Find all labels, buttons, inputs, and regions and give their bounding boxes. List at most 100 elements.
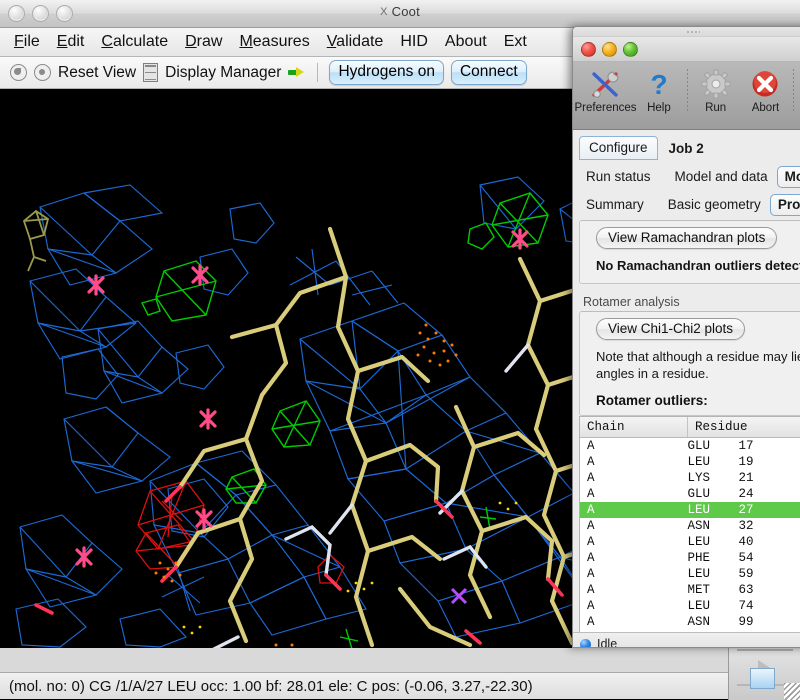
view-ramachandran-plots-button[interactable]: View Ramachandran plots — [596, 227, 777, 249]
cell-residue: MET 63 — [688, 582, 800, 598]
menu-draw[interactable]: Draw — [185, 33, 222, 51]
menu-about[interactable]: About — [445, 33, 487, 51]
view-chi1-chi2-plots-button[interactable]: View Chi1-Chi2 plots — [596, 318, 745, 340]
residue-name: GLU — [688, 487, 715, 501]
cell-chain: A — [580, 470, 688, 486]
cell-chain: A — [580, 550, 688, 566]
tab-model-and-data[interactable]: Model and data — [668, 166, 775, 188]
tab-molprobity[interactable]: MolProbit — [777, 166, 800, 188]
cell-chain: A — [580, 438, 688, 455]
residue-name: ASN — [688, 615, 715, 629]
menu-calculate[interactable]: Calculate — [101, 33, 168, 51]
abort-label: Abort — [752, 102, 780, 114]
residue-name: LEU — [688, 567, 715, 581]
display-manager-button[interactable]: Display Manager — [165, 64, 281, 82]
residue-number: 59 — [728, 567, 754, 581]
close-icon[interactable] — [581, 42, 596, 57]
status-indicator-icon — [580, 639, 591, 649]
gear-icon — [701, 67, 731, 101]
resize-grip-icon[interactable] — [784, 683, 800, 700]
residue-number: 74 — [728, 599, 754, 613]
residue-name: LEU — [688, 455, 715, 469]
menu-file[interactable]: File — [14, 33, 40, 51]
reset-view-back-icon[interactable] — [10, 64, 27, 81]
table-header-row: Chain Residue — [580, 417, 800, 438]
residue-name: LYS — [688, 471, 715, 485]
preferences-button[interactable]: Preferences — [577, 67, 634, 114]
cell-chain: A — [580, 566, 688, 582]
blue-swatch-button[interactable] — [750, 668, 775, 689]
tab-basic-geometry[interactable]: Basic geometry — [661, 194, 768, 216]
menu-edit[interactable]: Edit — [57, 33, 85, 51]
display-manager-icon[interactable] — [143, 63, 158, 82]
toolbar-separator — [317, 63, 318, 82]
molprobity-window-grip[interactable] — [573, 27, 800, 37]
tab-protein[interactable]: Protein — [770, 194, 800, 216]
molprobity-titlebar — [573, 37, 800, 62]
residue-number: 162 — [728, 647, 754, 648]
stop-x-icon — [750, 67, 780, 101]
column-header-residue[interactable]: Residue — [688, 417, 800, 438]
tab-run-status[interactable]: Run status — [579, 166, 658, 188]
residue-number: 17 — [728, 439, 754, 453]
residue-number: 19 — [728, 455, 754, 469]
x-app-icon: X — [380, 6, 388, 18]
reset-view-button[interactable]: Reset View — [58, 64, 136, 82]
question-mark-icon: ? — [646, 67, 672, 101]
menu-measures[interactable]: Measures — [239, 33, 309, 51]
rotamer-panel: View Chi1-Chi2 plots Note that although … — [579, 311, 800, 416]
residue-number: 54 — [728, 551, 754, 565]
residue-number: 63 — [728, 583, 754, 597]
run-button[interactable]: Run — [691, 67, 741, 114]
zoom-icon[interactable] — [623, 42, 638, 57]
toolbar-divider — [687, 69, 688, 113]
column-header-chain[interactable]: Chain — [580, 417, 688, 438]
ramachandran-status-text: No Ramachandran outliers detecte — [596, 258, 798, 273]
menu-validate[interactable]: Validate — [327, 33, 384, 51]
menu-extensions[interactable]: Ext — [504, 33, 527, 51]
residue-name: ASN — [688, 519, 715, 533]
coot-status-text: (mol. no: 0) CG /1/A/27 LEU occ: 1.00 bf… — [9, 678, 533, 695]
help-button[interactable]: ? Help — [634, 67, 684, 114]
menu-hid[interactable]: HID — [400, 33, 428, 51]
status-text: Idle — [597, 637, 617, 648]
section-tabs: Run status Model and data MolProbit — [573, 160, 800, 188]
connect-button[interactable]: Connect — [451, 60, 527, 85]
job-tabs: Configure Job 2 — [573, 130, 800, 160]
molprobity-status-bar: Idle — [573, 632, 800, 648]
abort-button[interactable]: Abort — [741, 67, 791, 114]
cell-chain: A — [580, 518, 688, 534]
tab-job-2[interactable]: Job 2 — [660, 138, 713, 160]
reset-view-center-icon[interactable] — [34, 64, 51, 81]
go-to-atom-icon[interactable] — [288, 66, 306, 79]
cell-chain: A — [580, 534, 688, 550]
hydrogens-on-button[interactable]: Hydrogens on — [329, 60, 444, 85]
residue-number: 40 — [728, 535, 754, 549]
tab-configure[interactable]: Configure — [579, 136, 658, 160]
tab-summary[interactable]: Summary — [579, 194, 651, 216]
cell-chain: A — [580, 598, 688, 614]
residue-name: MET — [688, 583, 715, 597]
residue-number: 32 — [728, 519, 754, 533]
minimize-icon[interactable] — [602, 42, 617, 57]
